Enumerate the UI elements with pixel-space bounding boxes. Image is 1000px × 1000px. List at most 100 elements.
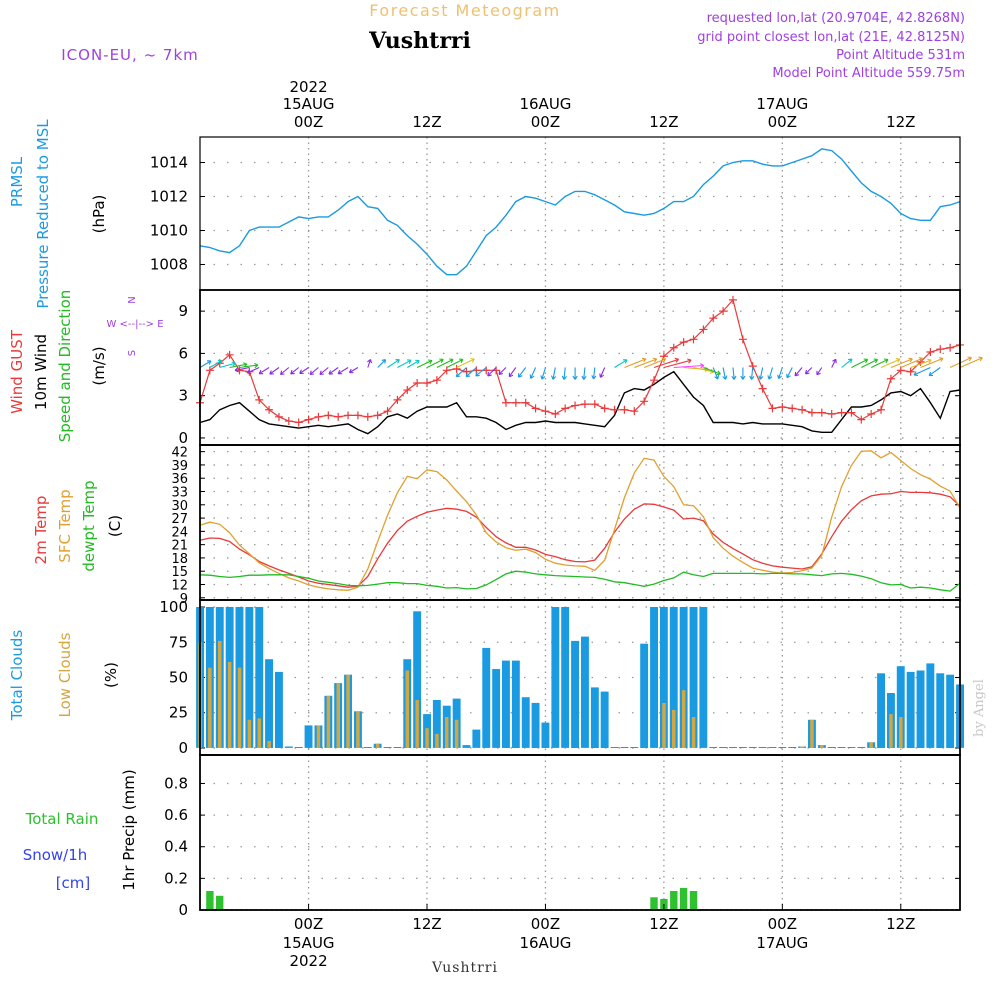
dewpoint-line bbox=[199, 570, 961, 592]
y-tick-label: 0.6 bbox=[164, 806, 188, 824]
wind-direction-arrow bbox=[900, 357, 924, 369]
wind-direction-arrow bbox=[599, 367, 606, 378]
gust-marker bbox=[551, 410, 560, 418]
total-cloud-bar bbox=[837, 747, 846, 748]
y-tick-label: 0.8 bbox=[164, 774, 188, 792]
top-time-label: 12Z bbox=[412, 113, 441, 131]
gust-marker bbox=[758, 384, 767, 393]
gust-marker bbox=[511, 398, 520, 407]
wind-direction-arrow bbox=[319, 367, 329, 376]
gust-marker bbox=[896, 366, 905, 375]
product-title: Forecast Meteogram bbox=[369, 1, 560, 20]
gust-marker bbox=[363, 412, 372, 421]
wind-direction-arrow bbox=[758, 367, 764, 380]
rain-bar bbox=[650, 897, 658, 910]
total-cloud-bar bbox=[620, 747, 629, 748]
low-cloud-bar bbox=[237, 667, 242, 748]
y-tick-label: 30 bbox=[171, 499, 188, 514]
wind-direction-arrow bbox=[712, 367, 720, 380]
gust-marker bbox=[709, 314, 718, 323]
bottom-time-label: 00Z bbox=[531, 915, 560, 933]
total-cloud-bar bbox=[482, 647, 491, 748]
total-cloud-bar bbox=[610, 747, 619, 748]
y-tick-label: 1012 bbox=[150, 188, 188, 206]
low-cloud-bar bbox=[208, 667, 212, 748]
wind-direction-arrow bbox=[634, 357, 658, 369]
gust-marker bbox=[817, 408, 826, 417]
wind-direction-arrow bbox=[455, 367, 467, 378]
temp-dewpt-label: dewpt Temp bbox=[80, 480, 98, 571]
total-cloud-bar bbox=[719, 747, 728, 748]
gust-marker bbox=[531, 404, 540, 413]
wind-speed-line bbox=[199, 370, 961, 435]
total-cloud-bar bbox=[827, 747, 836, 748]
bottom-time-label: 12Z bbox=[412, 915, 441, 933]
gust-marker bbox=[620, 405, 629, 414]
wind-direction-arrow bbox=[498, 367, 507, 375]
gust-marker bbox=[393, 395, 402, 404]
y-tick-label: 3 bbox=[178, 387, 188, 405]
wind-direction-arrow bbox=[890, 357, 913, 369]
total-cloud-bar bbox=[521, 697, 530, 748]
total-cloud-bar bbox=[709, 747, 718, 748]
y-tick-label: 24 bbox=[171, 525, 188, 540]
top-date-label: 15AUG bbox=[283, 95, 335, 113]
wind-direction-arrow bbox=[328, 367, 339, 375]
wind-direction-arrow bbox=[767, 367, 774, 380]
wind-direction-arrow bbox=[337, 367, 349, 375]
y-tick-label: 100 bbox=[159, 598, 188, 616]
top-date-label: 16AUG bbox=[519, 95, 571, 113]
wind-direction-arrow bbox=[416, 359, 433, 368]
total-cloud-bar bbox=[650, 607, 658, 748]
gust-marker bbox=[778, 402, 787, 411]
bottom-time-label: 00Z bbox=[294, 915, 323, 933]
y-tick-label: 33 bbox=[171, 486, 188, 501]
top-year-label: 2022 bbox=[289, 78, 327, 96]
gust-marker bbox=[877, 405, 886, 414]
gust-marker bbox=[798, 405, 807, 414]
precip-unit: 1hr Precip (mm) bbox=[120, 769, 138, 890]
gust-marker bbox=[827, 410, 836, 418]
wind-direction-arrow bbox=[786, 367, 793, 379]
bottom-time-label: 00Z bbox=[768, 915, 797, 933]
y-tick-label: 15 bbox=[171, 565, 188, 580]
compass-north: N bbox=[127, 296, 138, 303]
pressure-label-msl: Pressure Reduced to MSL bbox=[34, 119, 52, 309]
wind-direction-arrow bbox=[529, 367, 537, 379]
panel-frame-clouds bbox=[199, 599, 961, 756]
wind-gust-line bbox=[199, 298, 961, 424]
total-cloud-bar bbox=[630, 747, 639, 748]
total-cloud-bar bbox=[393, 747, 402, 748]
low-cloud-bar bbox=[810, 719, 814, 748]
wind-direction-arrow bbox=[572, 367, 578, 380]
wind-direction-arrow bbox=[446, 358, 464, 368]
model-point-altitude: Model Point Altitude 559.75m bbox=[772, 66, 965, 81]
wind-direction-arrow bbox=[487, 367, 497, 377]
y-tick-label: 1014 bbox=[150, 154, 188, 172]
wind-direction-arrow bbox=[299, 367, 309, 374]
wind-direction-arrow bbox=[880, 358, 901, 369]
wind-direction-arrow bbox=[426, 358, 444, 368]
low-cloud-bar bbox=[662, 702, 666, 748]
wind-direction-arrow bbox=[624, 357, 647, 369]
low-cloud-bar bbox=[415, 700, 419, 748]
total-cloud-bar bbox=[294, 747, 303, 748]
total-cloud-bar bbox=[758, 747, 767, 748]
wind-direction-arrow bbox=[475, 367, 487, 377]
watermark: by Angel bbox=[972, 679, 987, 737]
gust-marker bbox=[590, 400, 599, 409]
low-cloud-bar bbox=[800, 746, 804, 748]
temp-sfc-line bbox=[199, 450, 961, 591]
snow-label: Snow/1h bbox=[23, 846, 88, 864]
wind-direction-arrow bbox=[561, 367, 567, 380]
gust-marker bbox=[857, 415, 866, 424]
y-tick-label: 18 bbox=[171, 552, 188, 567]
gust-marker bbox=[886, 374, 895, 383]
gust-marker bbox=[353, 411, 362, 420]
y-tick-label: 0 bbox=[178, 739, 188, 757]
wind-speed-direction-label: Speed and Direction bbox=[56, 290, 74, 443]
wind-direction-arrow bbox=[209, 359, 223, 368]
total-cloud-bar bbox=[877, 673, 885, 748]
gridpoint-coordinates: grid point closest lon,lat (21E, 42.8125… bbox=[697, 30, 965, 45]
wind-direction-arrow bbox=[731, 367, 737, 380]
